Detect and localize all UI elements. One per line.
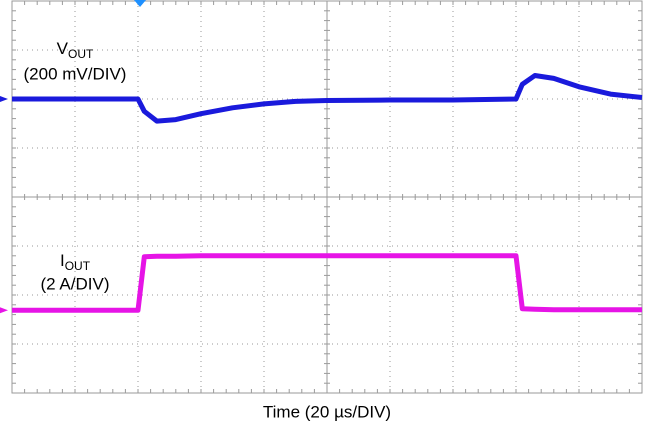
trigger-marker: [134, 0, 146, 7]
channel-marker: [0, 307, 8, 314]
series-name: I: [60, 251, 65, 270]
series-scale: (2 A/DIV): [41, 274, 110, 293]
trace: [12, 253, 642, 313]
channel-marker: [0, 96, 8, 102]
series-label: IOUT: [60, 251, 91, 273]
series-subscript: OUT: [65, 259, 91, 273]
series-scale: (200 mV/DIV): [24, 64, 127, 83]
x-axis-label: Time (20 µs/DIV): [263, 402, 391, 421]
series-label: VOUT: [57, 39, 94, 61]
series-name: V: [57, 39, 69, 58]
series-subscript: OUT: [68, 47, 94, 61]
trace: [12, 73, 643, 124]
